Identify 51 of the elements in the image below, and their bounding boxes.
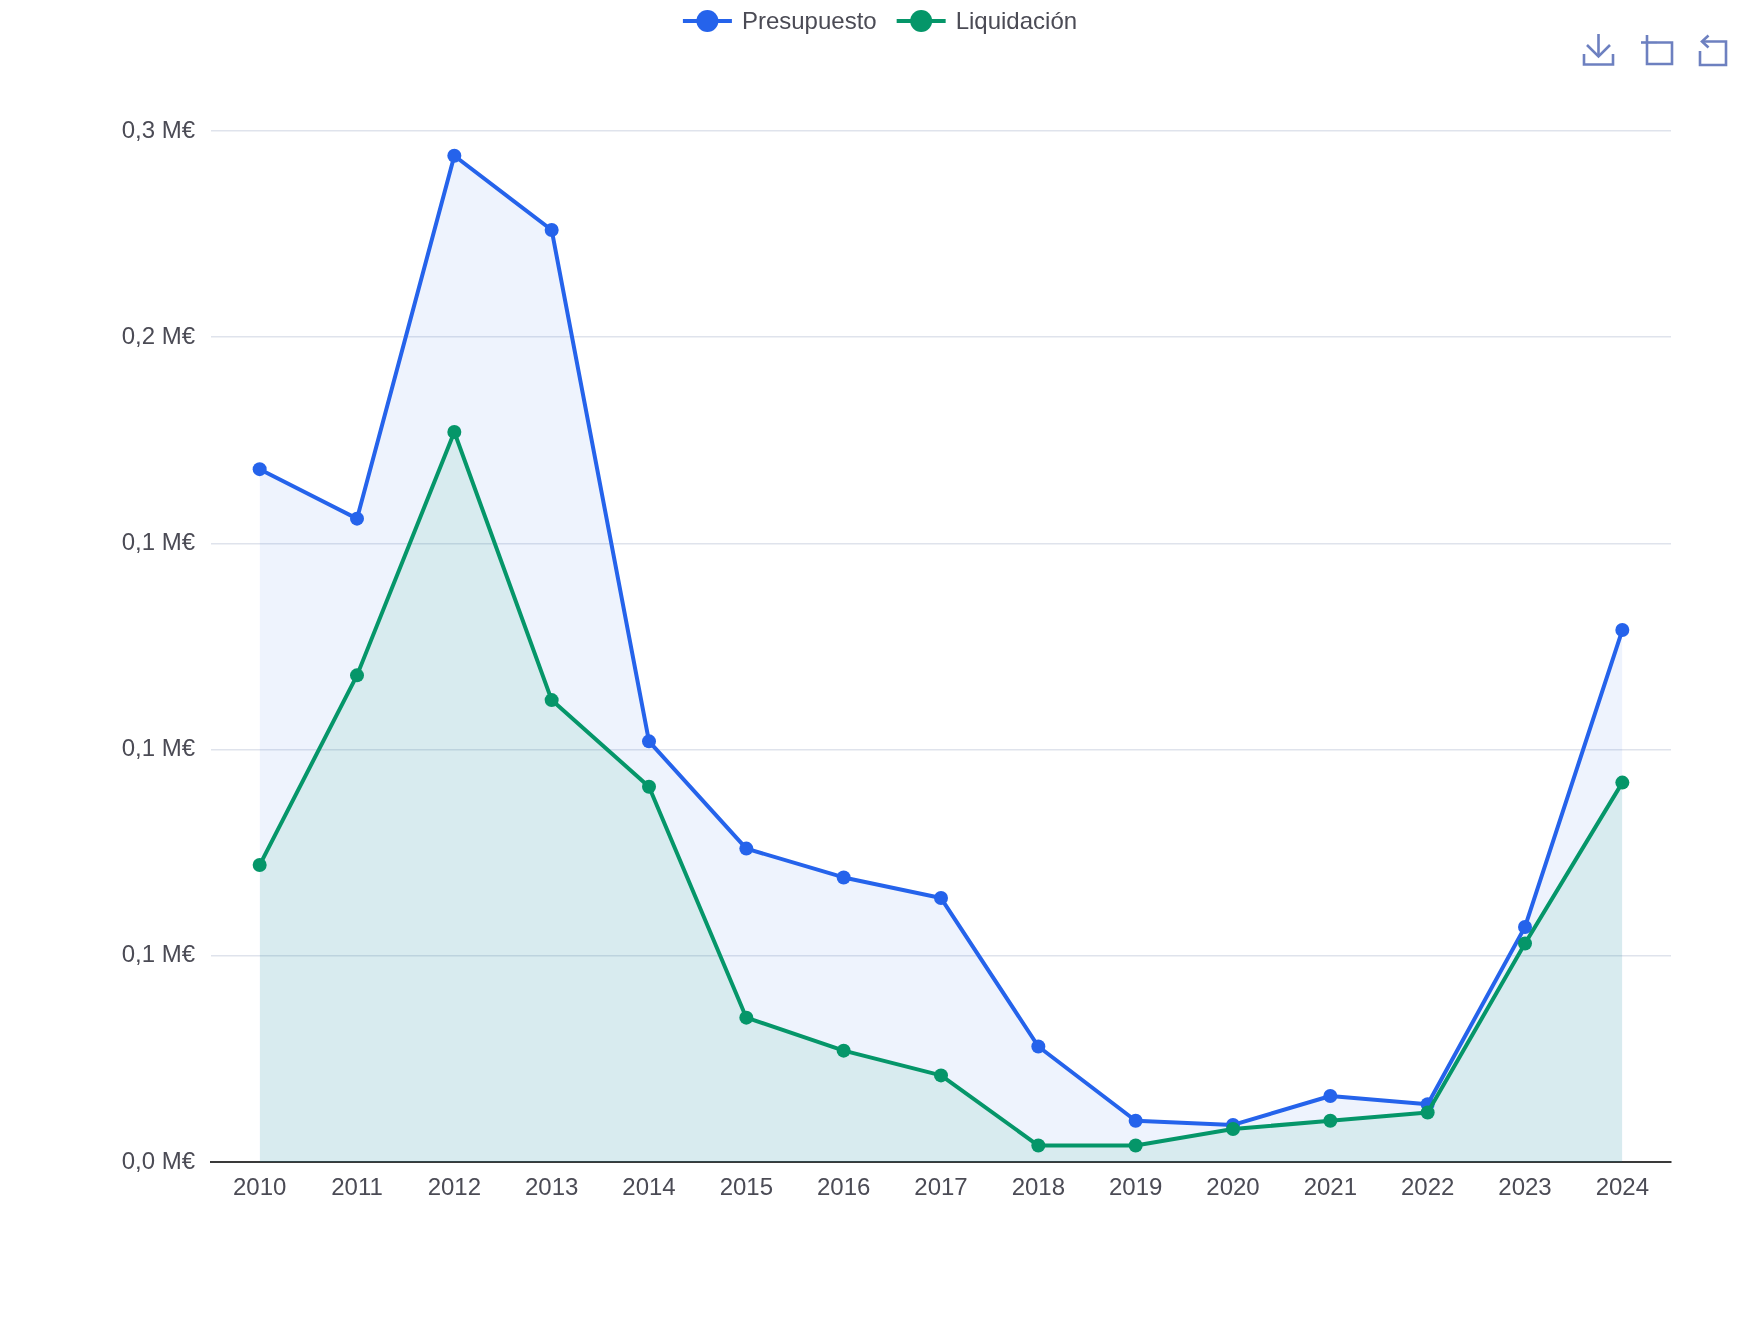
y-tick-label: 0,2 M€ — [121, 321, 196, 349]
point — [739, 841, 754, 856]
y-tick-label: 0,1 M€ — [121, 528, 196, 556]
point — [836, 870, 851, 885]
point — [1420, 1105, 1435, 1120]
x-tick-label: 2010 — [232, 1173, 287, 1201]
x-tick-label: 2014 — [622, 1173, 676, 1201]
point — [836, 1043, 851, 1058]
x-tick-label: 2023 — [1498, 1173, 1552, 1201]
point — [1323, 1089, 1338, 1104]
x-tick-label: 2015 — [719, 1173, 774, 1201]
x-tick-label: 2020 — [1206, 1173, 1260, 1201]
point — [350, 511, 364, 526]
point — [447, 148, 462, 163]
point — [1518, 936, 1532, 951]
point — [1031, 1138, 1046, 1153]
legend-label: Presupuesto — [741, 6, 877, 34]
x-tick-label: 2013 — [524, 1173, 579, 1201]
x-tick-label: 2012 — [427, 1173, 482, 1201]
point — [1128, 1138, 1143, 1153]
point — [447, 425, 462, 440]
x-tick-label: 2024 — [1595, 1173, 1650, 1201]
y-tick-label: 0,1 M€ — [121, 940, 196, 968]
point — [544, 222, 559, 237]
point — [1518, 919, 1532, 934]
x-tick-label: 2016 — [816, 1173, 871, 1201]
legend-label: Liquidación — [955, 6, 1078, 34]
x-tick-label: 2019 — [1108, 1173, 1163, 1201]
point — [252, 858, 267, 873]
point — [739, 1010, 754, 1025]
point — [642, 779, 656, 794]
y-tick-label: 0,0 M€ — [121, 1146, 196, 1174]
point — [1128, 1113, 1143, 1128]
x-tick-label: 2018 — [1011, 1173, 1066, 1201]
point — [642, 734, 656, 749]
y-tick-label: 0,3 M€ — [121, 115, 196, 143]
y-tick-label: 0,1 M€ — [121, 734, 196, 762]
point — [934, 891, 948, 906]
x-tick-label: 2011 — [331, 1173, 383, 1201]
point — [1031, 1039, 1046, 1054]
x-tick-label: 2022 — [1400, 1173, 1455, 1201]
point — [1226, 1122, 1240, 1137]
point — [252, 462, 267, 477]
point — [1323, 1113, 1338, 1128]
point — [934, 1068, 948, 1083]
point — [350, 668, 364, 683]
point — [1615, 623, 1630, 637]
point — [1615, 775, 1630, 790]
x-tick-label: 2017 — [914, 1173, 968, 1201]
x-tick-label: 2021 — [1303, 1173, 1358, 1201]
point — [544, 693, 559, 708]
